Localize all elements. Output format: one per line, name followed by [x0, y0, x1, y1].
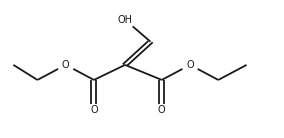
- Text: O: O: [158, 105, 166, 115]
- Text: O: O: [90, 105, 98, 115]
- Text: OH: OH: [118, 15, 133, 25]
- Text: O: O: [62, 60, 70, 70]
- Text: O: O: [186, 60, 194, 70]
